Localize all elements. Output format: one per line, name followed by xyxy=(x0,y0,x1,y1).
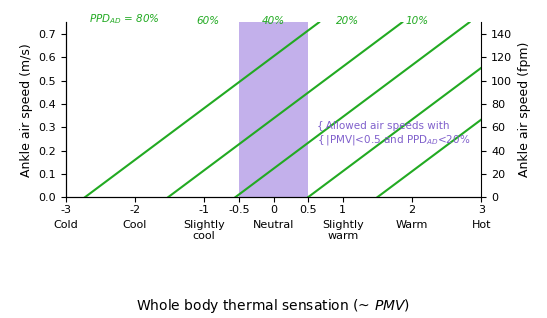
Text: Hot: Hot xyxy=(472,220,491,230)
Text: Whole body thermal sensation (~ $PMV$): Whole body thermal sensation (~ $PMV$) xyxy=(137,297,410,315)
Text: Slightly
warm: Slightly warm xyxy=(322,220,364,241)
Text: Cold: Cold xyxy=(53,220,78,230)
Y-axis label: Ankle air speed (fpm): Ankle air speed (fpm) xyxy=(518,42,531,177)
Text: Warm: Warm xyxy=(396,220,428,230)
Text: 10%: 10% xyxy=(405,16,428,26)
Text: { Allowed air speeds with
{ |PMV|<0.5 and PPD$_{AD}$<20%: { Allowed air speeds with { |PMV|<0.5 an… xyxy=(317,121,470,147)
Polygon shape xyxy=(239,22,308,197)
Text: Cool: Cool xyxy=(123,220,147,230)
Text: PPD$_{AD}$ = 80%: PPD$_{AD}$ = 80% xyxy=(89,12,160,26)
Y-axis label: Ankle air speed (m/s): Ankle air speed (m/s) xyxy=(20,43,33,176)
Text: Slightly
cool: Slightly cool xyxy=(183,220,225,241)
Text: 20%: 20% xyxy=(336,16,359,26)
Text: Neutral: Neutral xyxy=(253,220,294,230)
Text: 40%: 40% xyxy=(262,16,285,26)
Text: 60%: 60% xyxy=(196,16,219,26)
